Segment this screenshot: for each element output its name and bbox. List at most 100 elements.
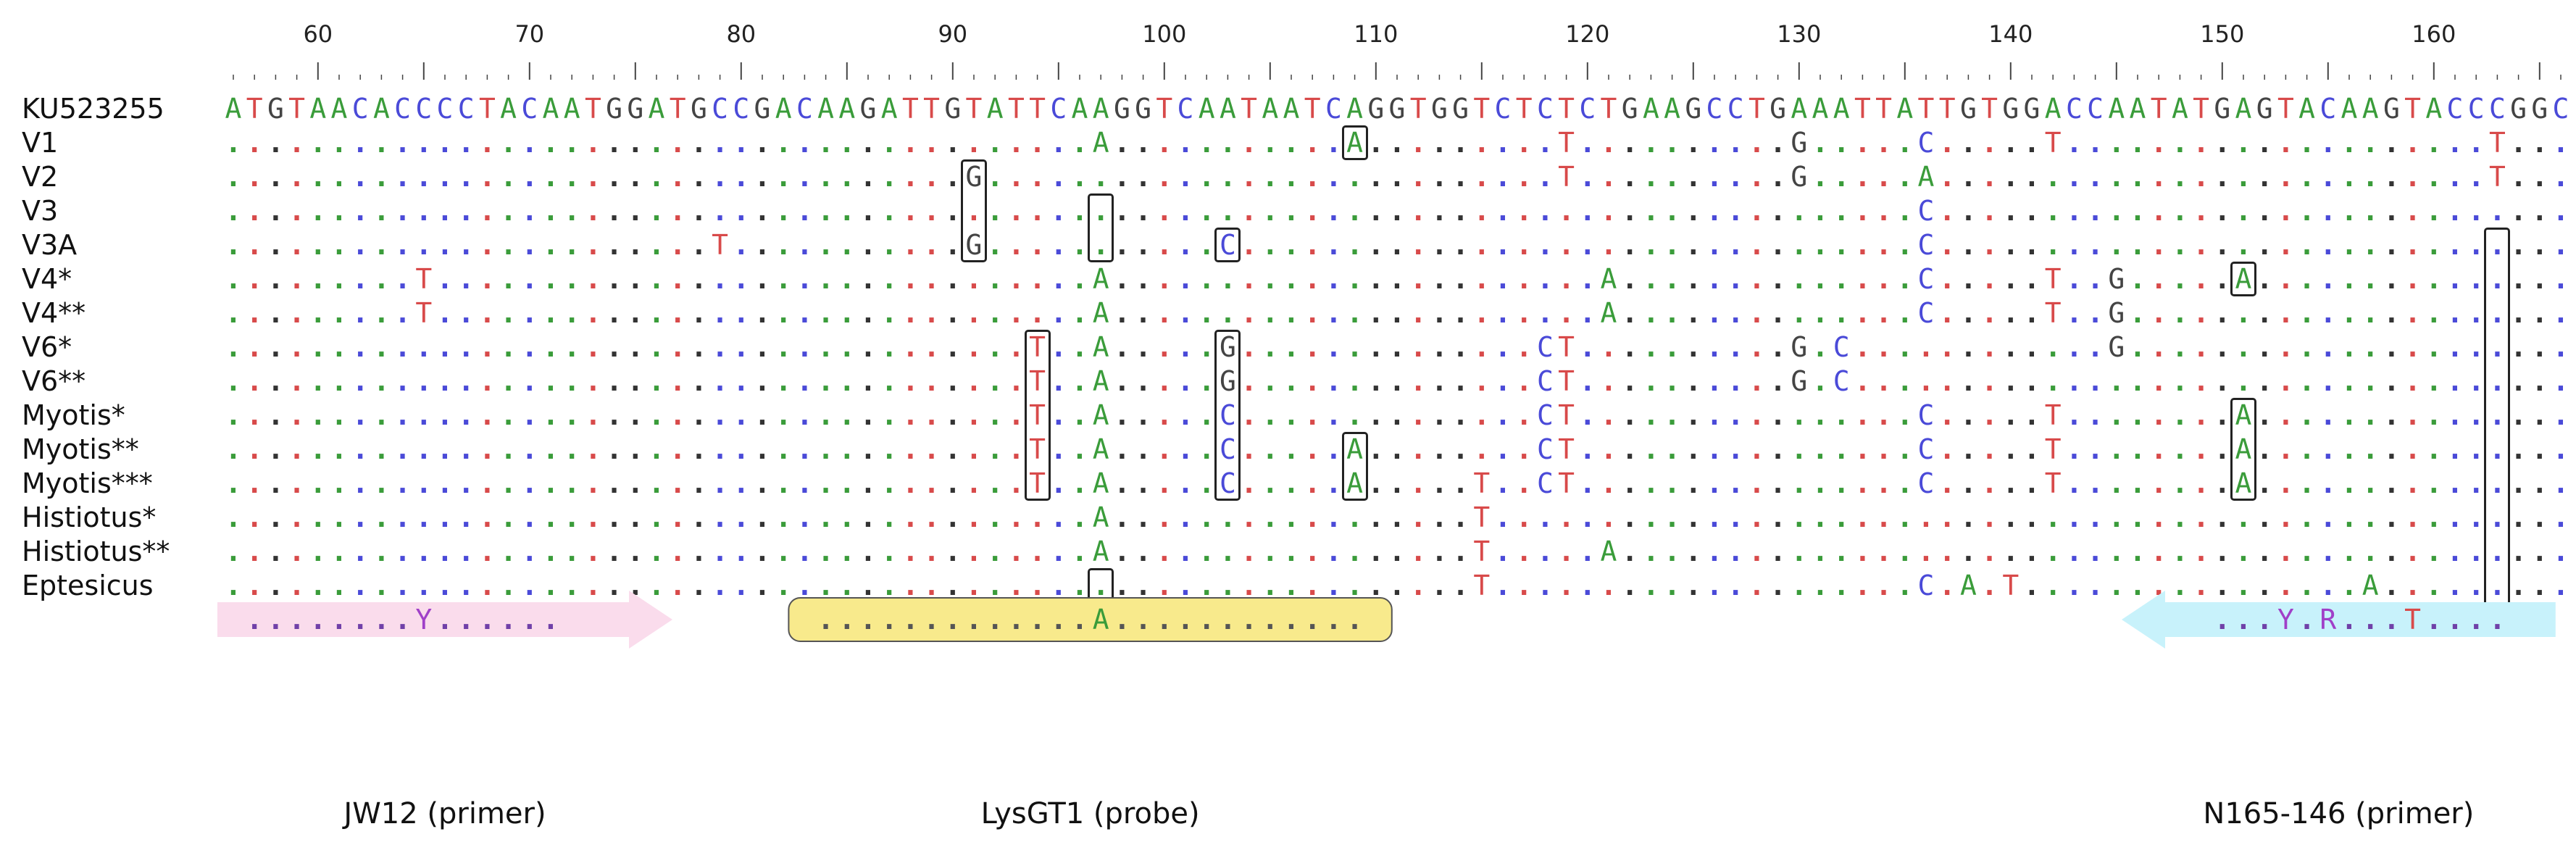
match-dot: . <box>2002 161 2019 193</box>
reference-base: T <box>1981 93 1998 125</box>
match-dot: . <box>372 297 390 329</box>
match-dot: . <box>1325 161 1342 193</box>
match-dot: . <box>1113 161 1130 193</box>
match-dot: . <box>267 161 284 193</box>
ruler-tick-label: 160 <box>2412 20 2456 48</box>
match-dot: . <box>1515 229 1533 261</box>
match-dot: . <box>606 195 623 227</box>
match-dot: . <box>2510 161 2527 193</box>
substitution-base: T <box>2044 127 2062 159</box>
match-dot: . <box>712 127 729 159</box>
match-dot: . <box>669 161 686 193</box>
match-dot: . <box>1494 229 1512 261</box>
match-dot: . <box>521 127 538 159</box>
ruler <box>233 62 2562 80</box>
match-dot: . <box>880 195 898 227</box>
match-dot: . <box>1050 127 1067 159</box>
reference-base: G <box>1621 93 1638 125</box>
sequence-name: V1 <box>22 127 59 159</box>
match-dot: . <box>2193 229 2210 261</box>
match-dot: . <box>1409 263 1427 295</box>
match-dot: . <box>2277 127 2294 159</box>
match-dot: . <box>2108 195 2125 227</box>
match-dot: . <box>817 127 835 159</box>
reference-base: C <box>796 93 813 125</box>
reference-base: A <box>2425 93 2443 125</box>
match-dot: . <box>2065 127 2083 159</box>
match-dot: . <box>2002 263 2019 295</box>
substitution-base: C <box>1917 263 1935 295</box>
match-dot: . <box>1685 161 1702 193</box>
match-dot: . <box>1050 229 1067 261</box>
match-dot: . <box>1959 263 1977 295</box>
reference-base: T <box>1304 93 1321 125</box>
lysgt1-dot: . <box>1346 604 1364 636</box>
match-dot: . <box>1367 263 1385 295</box>
match-dot: . <box>309 297 327 329</box>
match-dot: . <box>1600 195 1617 227</box>
match-dot: . <box>1812 161 1829 193</box>
match-dot: . <box>1156 127 1173 159</box>
match-dot: . <box>1007 127 1025 159</box>
match-dot: . <box>712 263 729 295</box>
match-dot: . <box>1325 127 1342 159</box>
match-dot: . <box>521 297 538 329</box>
match-dot: . <box>1515 195 1533 227</box>
match-dot: . <box>2065 263 2083 295</box>
match-dot: . <box>1029 161 1046 193</box>
reference-base: A <box>1896 93 1914 125</box>
match-dot: . <box>606 127 623 159</box>
match-dot: . <box>2129 127 2146 159</box>
match-dot: . <box>648 229 665 261</box>
match-dot: . <box>2510 127 2527 159</box>
match-dot: . <box>1388 229 1406 261</box>
reference-base: A <box>1219 93 1236 125</box>
substitution-base: T <box>2044 263 2062 295</box>
substitution-base: A <box>1917 161 1935 193</box>
match-dot: . <box>669 263 686 295</box>
match-dot: . <box>690 127 707 159</box>
match-dot: . <box>563 127 580 159</box>
lysgt1-dot: . <box>965 604 983 636</box>
match-dot: . <box>2087 127 2104 159</box>
match-dot: . <box>2383 161 2400 193</box>
reference-base: G <box>859 93 877 125</box>
match-dot: . <box>1262 161 1279 193</box>
match-dot: . <box>2425 161 2443 193</box>
jw12-base: Y <box>415 604 433 636</box>
match-dot: . <box>330 161 348 193</box>
match-dot: . <box>923 263 941 295</box>
match-dot: . <box>2171 127 2188 159</box>
reference-base: T <box>923 93 941 125</box>
match-dot: . <box>1685 195 1702 227</box>
match-dot: . <box>394 127 412 159</box>
match-dot: . <box>1177 127 1194 159</box>
substitution-base: A <box>1092 263 1109 295</box>
match-dot: . <box>2108 229 2125 261</box>
reference-base: A <box>986 93 1004 125</box>
match-dot: . <box>880 297 898 329</box>
match-dot: . <box>606 297 623 329</box>
match-dot: . <box>500 195 517 227</box>
match-dot: . <box>2383 229 2400 261</box>
match-dot: . <box>1812 263 1829 295</box>
match-dot: . <box>2171 195 2188 227</box>
match-dot: . <box>669 127 686 159</box>
match-dot: . <box>669 297 686 329</box>
match-dot: . <box>1156 195 1173 227</box>
reference-base: G <box>2383 93 2400 125</box>
match-dot: . <box>309 229 327 261</box>
match-dot: . <box>2319 229 2337 261</box>
jw12-dot: . <box>288 604 306 636</box>
lysgt1-dot: . <box>923 604 941 636</box>
ruler-tick-label: 100 <box>1142 20 1187 48</box>
match-dot: . <box>351 127 369 159</box>
match-dot: . <box>754 195 771 227</box>
match-dot: . <box>1558 195 1575 227</box>
match-dot: . <box>1029 297 1046 329</box>
match-dot: . <box>648 127 665 159</box>
reference-base: G <box>1959 93 1977 125</box>
match-dot: . <box>1642 297 1659 329</box>
reference-base: G <box>2256 93 2273 125</box>
